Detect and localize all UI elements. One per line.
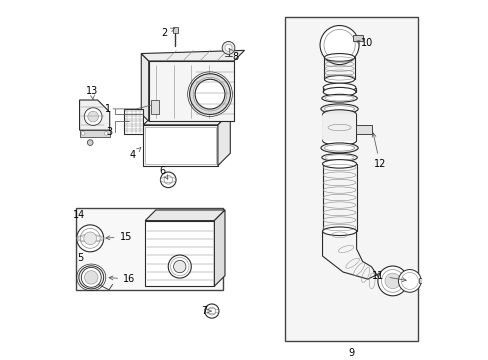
Ellipse shape — [322, 136, 356, 145]
Polygon shape — [80, 130, 109, 136]
Text: 5: 5 — [77, 253, 83, 263]
Circle shape — [80, 228, 100, 248]
Text: 11: 11 — [371, 271, 406, 282]
Circle shape — [381, 270, 403, 292]
Polygon shape — [141, 50, 244, 61]
Polygon shape — [148, 61, 233, 121]
Polygon shape — [80, 100, 109, 130]
Circle shape — [323, 30, 354, 60]
Circle shape — [87, 140, 93, 145]
Text: 7: 7 — [201, 306, 211, 316]
Circle shape — [88, 111, 98, 122]
Ellipse shape — [79, 266, 103, 289]
Bar — [356, 125, 371, 134]
Polygon shape — [322, 114, 356, 141]
Text: 4: 4 — [129, 148, 141, 160]
Circle shape — [84, 271, 98, 284]
Bar — [285, 17, 417, 341]
Bar — [76, 208, 223, 290]
Ellipse shape — [189, 74, 230, 114]
Text: 15: 15 — [106, 231, 132, 242]
Bar — [352, 35, 362, 41]
Circle shape — [320, 26, 358, 64]
Circle shape — [377, 266, 407, 296]
Ellipse shape — [320, 104, 357, 114]
Polygon shape — [145, 221, 214, 286]
Ellipse shape — [324, 145, 354, 151]
Text: 8: 8 — [228, 49, 238, 62]
Circle shape — [398, 270, 420, 292]
Circle shape — [77, 225, 103, 252]
Bar — [145, 127, 216, 164]
Ellipse shape — [323, 83, 355, 92]
Bar — [418, 278, 426, 283]
Polygon shape — [141, 54, 148, 121]
Bar — [123, 109, 143, 134]
Text: 16: 16 — [109, 274, 135, 284]
Circle shape — [104, 132, 108, 135]
Polygon shape — [145, 210, 224, 221]
Polygon shape — [143, 125, 218, 166]
Ellipse shape — [321, 94, 357, 102]
Circle shape — [83, 232, 97, 245]
Circle shape — [84, 108, 102, 126]
Text: 13: 13 — [86, 86, 98, 99]
Ellipse shape — [168, 255, 191, 278]
Polygon shape — [214, 210, 224, 286]
Ellipse shape — [324, 106, 354, 112]
Ellipse shape — [323, 87, 355, 96]
Circle shape — [224, 44, 232, 51]
Polygon shape — [143, 112, 230, 125]
Ellipse shape — [322, 227, 356, 235]
Text: 2: 2 — [161, 28, 174, 37]
Ellipse shape — [322, 110, 356, 119]
Circle shape — [81, 132, 85, 135]
Text: 10: 10 — [354, 38, 372, 48]
Circle shape — [222, 41, 234, 54]
Text: 3: 3 — [106, 127, 113, 137]
Text: 9: 9 — [348, 348, 354, 357]
Text: 12: 12 — [371, 133, 386, 169]
Bar — [173, 27, 178, 33]
Circle shape — [81, 267, 101, 287]
Text: 14: 14 — [73, 210, 85, 220]
Ellipse shape — [324, 54, 354, 61]
Text: 6: 6 — [160, 166, 167, 179]
Bar — [150, 100, 159, 114]
Ellipse shape — [324, 76, 354, 84]
Ellipse shape — [173, 260, 185, 273]
Ellipse shape — [321, 154, 357, 161]
Ellipse shape — [322, 159, 356, 168]
Circle shape — [384, 273, 400, 289]
Text: 1: 1 — [104, 104, 111, 114]
Circle shape — [195, 79, 224, 109]
Ellipse shape — [320, 143, 357, 153]
Polygon shape — [218, 112, 230, 166]
